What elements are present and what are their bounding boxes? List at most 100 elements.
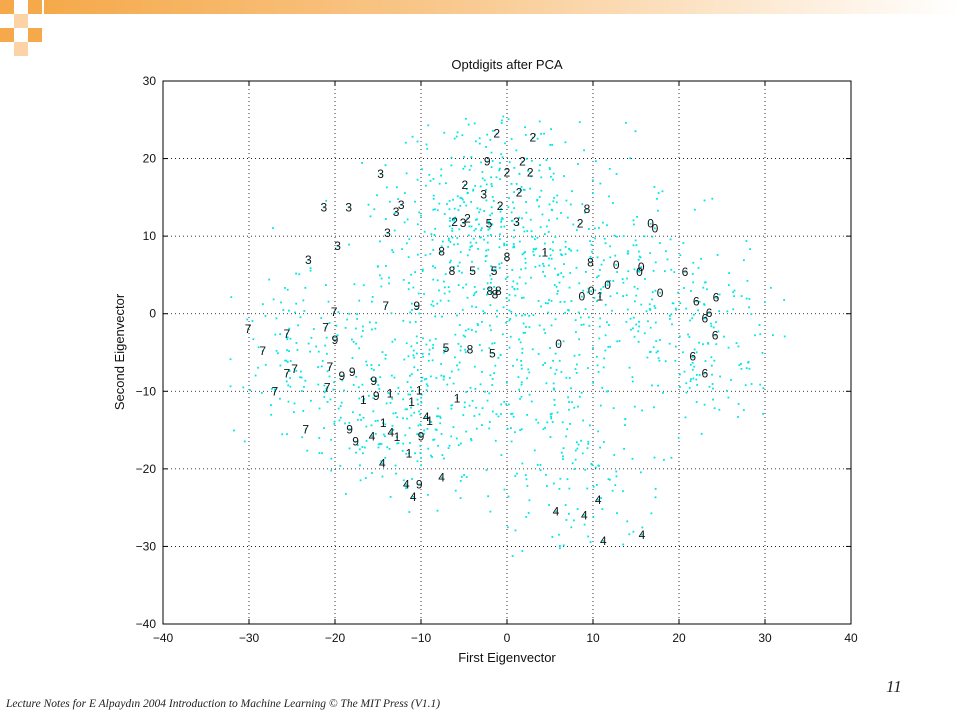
data-point — [471, 244, 473, 247]
data-point — [344, 492, 347, 495]
data-point — [243, 440, 246, 443]
digit-label: 1 — [360, 393, 367, 407]
digit-label: 7 — [302, 422, 309, 436]
data-point — [529, 218, 532, 221]
data-point — [456, 243, 459, 246]
data-point — [723, 335, 725, 338]
data-point — [426, 428, 429, 430]
data-point — [502, 306, 505, 309]
data-point — [437, 407, 439, 410]
digit-label: 9 — [370, 374, 377, 388]
digit-label: 4 — [403, 477, 410, 491]
data-point — [299, 316, 302, 319]
data-point — [654, 227, 656, 230]
data-point — [531, 348, 534, 351]
data-point — [587, 440, 590, 443]
data-point — [555, 285, 558, 288]
data-point — [257, 366, 260, 369]
data-point — [763, 300, 766, 303]
data-point — [622, 295, 624, 298]
data-point — [499, 210, 502, 213]
data-point — [657, 357, 660, 360]
data-point — [516, 472, 518, 475]
data-point — [745, 367, 748, 370]
digit-label: 8 — [504, 250, 511, 264]
data-point — [587, 228, 590, 230]
data-point — [406, 218, 409, 221]
data-point — [356, 418, 359, 421]
data-point — [418, 483, 421, 486]
data-point — [445, 346, 447, 349]
data-point — [463, 155, 465, 158]
data-point — [483, 288, 485, 291]
data-point — [666, 258, 669, 261]
data-point — [677, 436, 680, 439]
data-point — [710, 325, 713, 328]
data-point — [470, 201, 473, 203]
data-point — [634, 130, 637, 133]
data-point — [325, 352, 328, 355]
data-point — [514, 475, 517, 477]
x-tick-label: 0 — [504, 631, 511, 645]
data-point — [599, 317, 602, 320]
data-point — [532, 314, 535, 317]
data-point — [630, 328, 632, 331]
data-point — [286, 336, 289, 339]
data-point — [414, 320, 417, 323]
data-point — [488, 287, 491, 289]
data-point — [246, 318, 249, 321]
data-point — [366, 364, 368, 367]
data-point — [288, 327, 291, 330]
data-point — [577, 405, 579, 408]
data-point — [653, 456, 656, 459]
data-point — [410, 302, 413, 305]
data-point — [653, 406, 655, 409]
data-point — [451, 404, 453, 407]
data-point — [742, 409, 745, 412]
data-point — [428, 348, 431, 351]
data-point — [419, 452, 422, 454]
data-point — [303, 385, 305, 388]
data-point — [270, 404, 272, 407]
data-point — [351, 411, 354, 414]
data-point — [712, 387, 714, 390]
data-point — [626, 308, 629, 311]
data-point — [485, 469, 488, 472]
data-point — [543, 132, 545, 135]
data-point — [500, 225, 503, 228]
x-tick-label: −10 — [411, 631, 432, 645]
data-point — [334, 339, 336, 341]
data-point — [409, 374, 411, 377]
data-point — [275, 317, 278, 320]
data-point — [477, 267, 480, 270]
data-point — [403, 358, 406, 361]
data-point — [429, 339, 431, 342]
data-point — [288, 309, 290, 312]
data-point — [712, 326, 715, 329]
data-point — [609, 279, 611, 282]
data-point — [656, 350, 659, 353]
data-point — [737, 416, 739, 418]
data-point — [737, 345, 740, 348]
data-point — [324, 344, 327, 347]
data-point — [478, 211, 481, 214]
data-point — [526, 485, 529, 487]
digit-label: 3 — [334, 239, 341, 253]
data-point — [325, 199, 328, 202]
data-point — [431, 300, 434, 303]
data-point — [556, 290, 559, 293]
data-point — [573, 468, 576, 471]
data-point — [284, 287, 286, 289]
data-point — [452, 266, 455, 268]
data-point — [357, 386, 360, 389]
data-point — [309, 269, 312, 272]
data-point — [483, 312, 486, 314]
data-point — [468, 225, 471, 228]
data-point — [374, 395, 377, 398]
data-point — [309, 350, 311, 353]
data-point — [459, 349, 462, 352]
data-point — [783, 299, 786, 301]
data-point — [384, 164, 387, 167]
data-point — [562, 455, 564, 458]
data-point — [432, 438, 435, 441]
